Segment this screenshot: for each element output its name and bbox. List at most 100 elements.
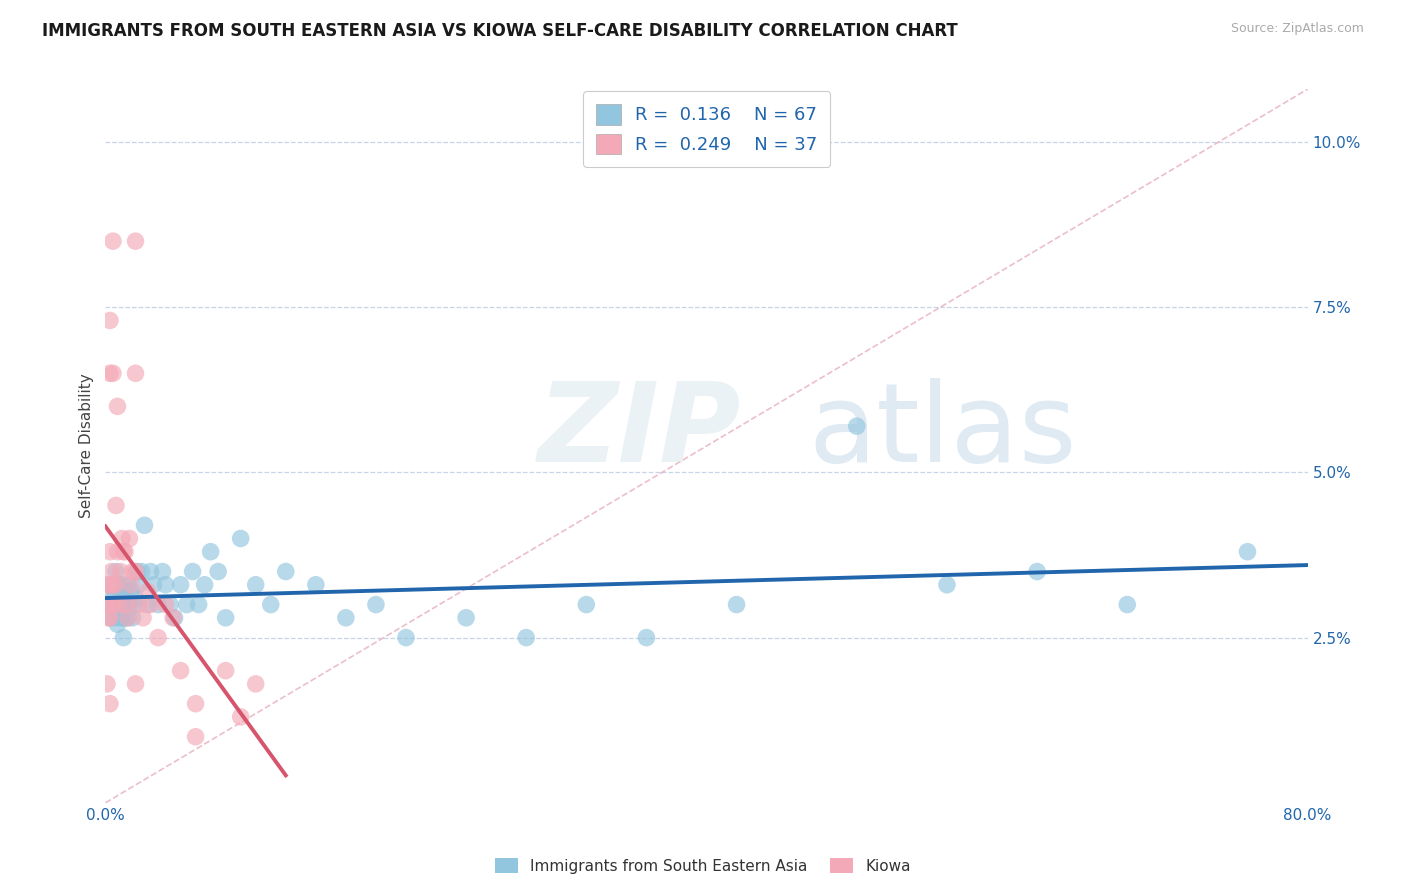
Point	[98, 313, 121, 327]
Point	[111, 578, 134, 592]
Point	[636, 631, 658, 645]
Point	[132, 611, 155, 625]
Point	[454, 611, 477, 625]
Point	[274, 565, 297, 579]
Point	[229, 532, 252, 546]
Point	[111, 532, 134, 546]
Point	[845, 419, 868, 434]
Point	[101, 578, 124, 592]
Point	[120, 584, 142, 599]
Point	[103, 611, 125, 625]
Point	[101, 367, 124, 381]
Point	[176, 598, 198, 612]
Point	[100, 578, 122, 592]
Point	[181, 565, 204, 579]
Point	[146, 598, 169, 612]
Text: atlas: atlas	[808, 378, 1077, 485]
Point	[305, 578, 328, 592]
Point	[97, 611, 120, 625]
Point	[110, 565, 132, 579]
Point	[117, 578, 139, 592]
Point	[575, 598, 598, 612]
Point	[139, 598, 162, 612]
Point	[108, 598, 131, 612]
Point	[364, 598, 387, 612]
Point	[146, 631, 169, 645]
Point	[169, 578, 191, 592]
Point	[103, 591, 125, 605]
Point	[155, 598, 177, 612]
Point	[515, 631, 537, 645]
Point	[124, 367, 146, 381]
Point	[96, 598, 118, 612]
Point	[98, 578, 121, 592]
Point	[121, 611, 143, 625]
Point	[725, 598, 748, 612]
Point	[120, 578, 142, 592]
Point	[121, 565, 143, 579]
Point	[245, 677, 267, 691]
Point	[100, 598, 122, 612]
Point	[103, 598, 125, 612]
Point	[98, 545, 121, 559]
Point	[395, 631, 418, 645]
Point	[200, 545, 222, 559]
Point	[108, 598, 131, 612]
Point	[101, 234, 124, 248]
Point	[214, 664, 236, 678]
Point	[124, 234, 146, 248]
Point	[98, 611, 121, 625]
Point	[97, 578, 120, 592]
Point	[1116, 598, 1139, 612]
Point	[104, 565, 127, 579]
Point	[260, 598, 283, 612]
Point	[184, 697, 207, 711]
Point	[245, 578, 267, 592]
Point	[136, 598, 159, 612]
Text: ZIP: ZIP	[538, 378, 742, 485]
Point	[112, 631, 135, 645]
Point	[159, 598, 181, 612]
Point	[155, 578, 177, 592]
Point	[114, 584, 136, 599]
Point	[124, 591, 146, 605]
Point	[128, 578, 150, 592]
Legend: Immigrants from South Eastern Asia, Kiowa: Immigrants from South Eastern Asia, Kiow…	[489, 852, 917, 880]
Point	[100, 565, 122, 579]
Point	[114, 611, 136, 625]
Point	[115, 598, 138, 612]
Point	[97, 598, 120, 612]
Y-axis label: Self-Care Disability: Self-Care Disability	[79, 374, 94, 518]
Point	[101, 598, 124, 612]
Point	[163, 611, 186, 625]
Point	[108, 611, 131, 625]
Point	[122, 598, 145, 612]
Point	[98, 697, 121, 711]
Text: IMMIGRANTS FROM SOUTH EASTERN ASIA VS KIOWA SELF-CARE DISABILITY CORRELATION CHA: IMMIGRANTS FROM SOUTH EASTERN ASIA VS KI…	[42, 22, 957, 40]
Point	[207, 565, 229, 579]
Point	[117, 611, 139, 625]
Point	[152, 565, 174, 579]
Point	[136, 584, 159, 599]
Point	[114, 545, 136, 559]
Point	[107, 578, 129, 592]
Point	[1026, 565, 1049, 579]
Point	[335, 611, 357, 625]
Point	[169, 664, 191, 678]
Point	[125, 565, 148, 579]
Point	[142, 578, 165, 592]
Legend: R =  0.136    N = 67, R =  0.249    N = 37: R = 0.136 N = 67, R = 0.249 N = 37	[583, 91, 830, 167]
Point	[194, 578, 217, 592]
Point	[111, 611, 134, 625]
Point	[117, 611, 139, 625]
Point	[110, 598, 132, 612]
Point	[98, 611, 121, 625]
Point	[128, 598, 150, 612]
Point	[1236, 545, 1258, 559]
Point	[187, 598, 209, 612]
Point	[110, 584, 132, 599]
Text: Source: ZipAtlas.com: Source: ZipAtlas.com	[1230, 22, 1364, 36]
Point	[107, 400, 129, 414]
Point	[107, 617, 129, 632]
Point	[104, 578, 127, 592]
